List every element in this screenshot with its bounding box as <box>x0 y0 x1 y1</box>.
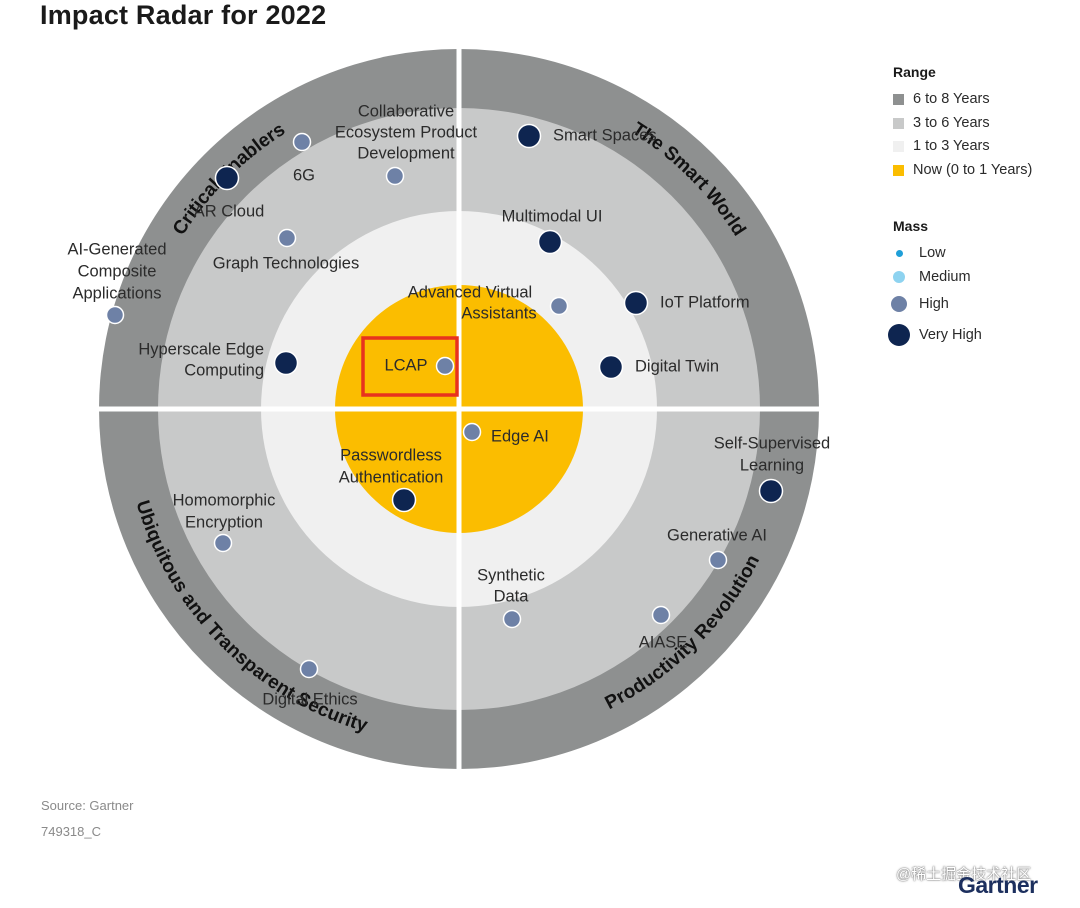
legend-mass-label: Medium <box>919 269 971 285</box>
tech-label-homomorphic-encryption-line1: Homomorphic <box>173 491 276 509</box>
footer-source: Source: Gartner <box>41 798 134 813</box>
tech-marker-passwordless-authentication <box>391 487 417 513</box>
tech-label-passwordless-authentication-line2: Authentication <box>339 468 444 486</box>
legend-mass-item: Medium <box>893 267 971 287</box>
tech-label-edge-ai: Edge AI <box>491 427 549 445</box>
watermark: @稀土掘金技术社区 <box>896 866 1032 883</box>
tech-label-iot-platform: IoT Platform <box>660 293 750 311</box>
tech-label-passwordless-authentication-line1: Passwordless <box>340 446 442 464</box>
tech-marker-hyperscale-edge-computing <box>273 350 299 376</box>
tech-label-ai-generated-composite-applications-line1: AI-Generated <box>67 240 166 258</box>
range-swatch-6-8 <box>893 93 904 105</box>
legend-mass-title: Mass <box>893 218 929 234</box>
legend-range-label: Now (0 to 1 Years) <box>913 162 1033 178</box>
tech-label-collaborative-ecosystem-product-development-line2: Ecosystem Product <box>335 123 478 141</box>
tech-label-hyperscale-edge-computing-line1: Hyperscale Edge <box>138 340 264 358</box>
range-swatch-3-6 <box>893 117 904 129</box>
tech-label-ai-generated-composite-applications-line3: Applications <box>73 284 162 302</box>
tech-marker-synthetic-data <box>502 609 522 629</box>
highlight-box-lcap <box>361 336 459 397</box>
mass-dot-high <box>891 296 907 312</box>
tech-marker-digital-twin <box>598 354 624 380</box>
tech-label-synthetic-data-line2: Data <box>494 587 530 605</box>
tech-marker-graph-technologies <box>277 228 297 248</box>
tech-marker-edge-ai <box>462 422 482 442</box>
tech-marker-iot-platform <box>623 290 649 316</box>
tech-label-aiase: AIASE <box>639 633 688 651</box>
page-title: Impact Radar for 2022 <box>40 0 327 30</box>
legend-range-label: 6 to 8 Years <box>913 91 990 107</box>
range-swatch-1-3 <box>893 140 904 152</box>
tech-marker-self-supervised-learning <box>758 478 784 504</box>
mass-dot-very-high <box>888 324 910 346</box>
tech-marker-aiase <box>651 605 671 625</box>
tech-marker-generative-ai <box>708 550 728 570</box>
tech-marker-digital-ethics <box>299 659 319 679</box>
tech-label-ai-generated-composite-applications-line2: Composite <box>78 262 157 280</box>
tech-label-collaborative-ecosystem-product-development-line3: Development <box>357 144 455 162</box>
tech-label-advanced-virtual-assistants-line2: Assistants <box>461 304 536 322</box>
tech-label-homomorphic-encryption-line2: Encryption <box>185 513 263 531</box>
tech-label-graph-technologies: Graph Technologies <box>213 254 359 272</box>
tech-label-digital-ethics: Digital Ethics <box>262 690 357 708</box>
legend-mass-label: High <box>919 296 949 312</box>
tech-marker-smart-spaces <box>516 123 542 149</box>
mass-dot-low <box>895 249 903 257</box>
tech-marker-lcap <box>435 356 455 376</box>
legend-range-item: 3 to 6 Years <box>893 113 990 133</box>
legend-mass-item: High <box>891 294 949 314</box>
impact-radar: Critical EnablersThe Smart WorldUbiquito… <box>67 47 830 771</box>
tech-label-self-supervised-learning-line2: Learning <box>740 456 804 474</box>
horizontal-divider <box>97 406 821 412</box>
tech-marker-ai-generated-composite-applications <box>105 305 125 325</box>
footer-id: 749318_C <box>41 824 101 839</box>
tech-label-ar-cloud: AR Cloud <box>194 202 265 220</box>
tech-label-self-supervised-learning-line1: Self-Supervised <box>714 434 830 452</box>
gartner-logo: Gartner <box>958 872 1038 898</box>
legend-range-item: 1 to 3 Years <box>893 136 990 156</box>
tech-label-6g: 6G <box>293 166 315 184</box>
tech-label-synthetic-data-line1: Synthetic <box>477 566 545 584</box>
legend-mass-item: Very High <box>888 324 982 346</box>
legend-range-item: Now (0 to 1 Years) <box>893 160 1032 180</box>
legend-range-label: 3 to 6 Years <box>913 115 990 131</box>
range-swatch-now <box>893 164 904 176</box>
legend-range-label: 1 to 3 Years <box>913 138 990 154</box>
legend-range-title: Range <box>893 64 936 80</box>
tech-label-collaborative-ecosystem-product-development-line1: Collaborative <box>358 102 454 120</box>
tech-label-smart-spaces: Smart Spaces <box>553 126 657 144</box>
tech-marker-6g <box>292 132 312 152</box>
legend-mass-item: Low <box>893 243 946 263</box>
tech-label-advanced-virtual-assistants-line1: Advanced Virtual <box>408 283 532 301</box>
tech-marker-collaborative-ecosystem-product-development <box>385 166 405 186</box>
tech-label-multimodal-ui: Multimodal UI <box>502 207 603 225</box>
tech-label-generative-ai: Generative AI <box>667 526 767 544</box>
tech-marker-advanced-virtual-assistants <box>549 296 569 316</box>
tech-marker-multimodal-ui <box>537 229 563 255</box>
legend-mass-label: Very High <box>919 327 982 343</box>
tech-label-hyperscale-edge-computing-line2: Computing <box>184 361 264 379</box>
legend-range-item: 6 to 8 Years <box>893 89 990 109</box>
mass-dot-medium <box>893 271 905 283</box>
tech-marker-ar-cloud <box>214 165 240 191</box>
tech-label-digital-twin: Digital Twin <box>635 357 719 375</box>
tech-marker-homomorphic-encryption <box>213 533 233 553</box>
legend-mass-label: Low <box>919 245 946 261</box>
tech-label-lcap: LCAP <box>384 356 427 374</box>
